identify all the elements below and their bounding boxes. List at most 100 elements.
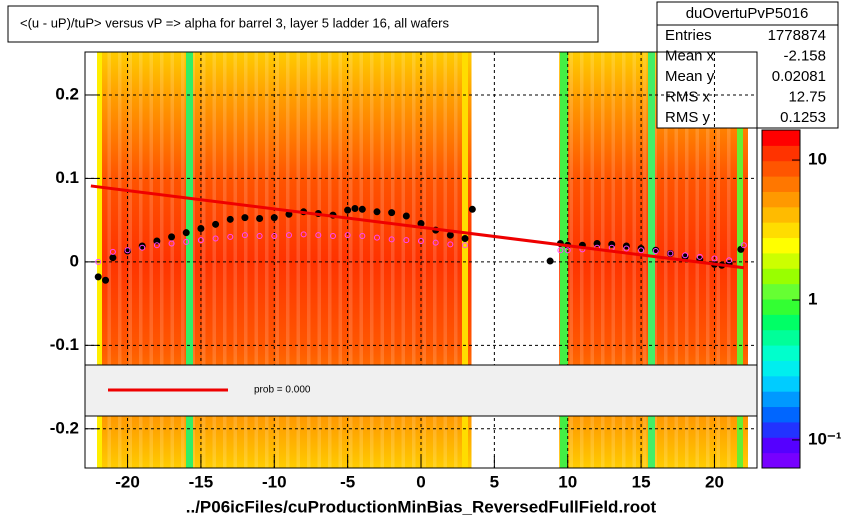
heat-column: [436, 52, 440, 468]
data-point: [637, 245, 645, 253]
heat-column: [744, 52, 748, 468]
heat-column: [177, 52, 181, 468]
heat-column: [569, 52, 573, 468]
heat-column: [135, 52, 139, 468]
x-tick-label: 5: [490, 472, 499, 491]
heat-column: [408, 52, 412, 468]
heat-column: [391, 52, 395, 468]
heat-column: [370, 52, 374, 468]
data-point: [667, 250, 674, 257]
heat-column: [345, 52, 349, 468]
palette-cell: [762, 345, 800, 361]
heat-column: [153, 52, 157, 468]
x-tick-label: -15: [189, 472, 214, 491]
heat-column: [275, 52, 279, 468]
heat-column: [664, 52, 668, 468]
palette-cell: [762, 206, 800, 223]
heat-column: [639, 52, 643, 468]
heat-column: [653, 52, 657, 468]
heat-column: [457, 52, 461, 468]
x-tick-label: -5: [340, 472, 355, 491]
heat-column: [583, 52, 587, 468]
heat-column: [734, 52, 738, 468]
heat-column: [580, 52, 584, 468]
heat-column: [121, 52, 125, 468]
heat-column: [468, 52, 472, 468]
heat-column: [167, 52, 171, 468]
palette-cell: [762, 283, 800, 300]
data-point: [432, 239, 439, 246]
heat-column: [216, 52, 220, 468]
heat-column: [107, 52, 111, 468]
heat-column: [709, 52, 713, 468]
heat-column: [660, 52, 664, 468]
palette-cell: [762, 314, 800, 331]
palette-cell: [762, 160, 800, 177]
data-point: [256, 214, 264, 222]
z-tick-label: 1: [808, 289, 817, 308]
data-point: [740, 242, 747, 249]
palette-cell: [762, 191, 800, 208]
heat-column: [412, 52, 416, 468]
data-point: [271, 233, 278, 240]
data-point: [388, 236, 395, 243]
data-point: [124, 247, 131, 254]
palette-cell: [762, 452, 800, 469]
stats-name: duOvertuPvP5016: [686, 5, 809, 22]
palette-cell: [762, 421, 800, 438]
data-point: [139, 244, 146, 251]
data-point: [197, 224, 205, 232]
heat-column: [727, 52, 731, 468]
palette-cell: [762, 299, 800, 315]
data-point: [182, 229, 190, 237]
data-point: [546, 257, 554, 265]
stats-label: RMS y: [665, 109, 711, 126]
heat-column: [632, 52, 636, 468]
heat-column: [622, 52, 626, 468]
heat-column: [401, 52, 405, 468]
heat-column: [268, 52, 272, 468]
heat-column: [247, 52, 251, 468]
heat-column: [657, 52, 661, 468]
palette-frame: [761, 129, 801, 469]
heat-column: [706, 52, 710, 468]
heat-column: [394, 52, 398, 468]
data-point: [351, 204, 359, 212]
data-point: [447, 241, 454, 248]
heat-column: [160, 52, 164, 468]
heat-column: [198, 52, 202, 468]
heat-column: [191, 52, 195, 468]
heat-column: [251, 52, 255, 468]
palette-cell: [762, 252, 800, 269]
data-point: [138, 242, 146, 250]
data-point: [329, 233, 336, 240]
stats-value: 0.1253: [780, 109, 826, 126]
heat-column: [254, 52, 258, 468]
heat-column: [380, 52, 384, 468]
y-tick-label: -0.1: [50, 335, 79, 354]
data-point: [468, 205, 476, 213]
data-point: [344, 232, 351, 239]
palette-cell: [762, 391, 800, 408]
palette-cell: [762, 406, 800, 423]
heat-column: [377, 52, 381, 468]
data-point: [593, 240, 601, 248]
heat-column: [573, 52, 577, 468]
heat-column: [114, 52, 118, 468]
data-point: [737, 245, 745, 253]
heat-column: [594, 52, 598, 468]
plot-frame: [84, 51, 758, 469]
heat-column: [366, 52, 370, 468]
palette-cell: [762, 360, 800, 377]
data-point: [212, 220, 220, 228]
x-axis-label: ../P06icFiles/cuProductionMinBias_Revers…: [186, 497, 657, 516]
data-point: [446, 231, 454, 239]
heat-column: [282, 52, 286, 468]
heat-column: [223, 52, 227, 468]
heat-column: [289, 52, 293, 468]
chart-title: <(u - uP)/tuP> versus vP => alpha for ba…: [20, 15, 449, 30]
heat-column: [244, 52, 248, 468]
data-point: [102, 276, 110, 284]
heat-column: [128, 52, 132, 468]
data-point: [285, 232, 292, 239]
